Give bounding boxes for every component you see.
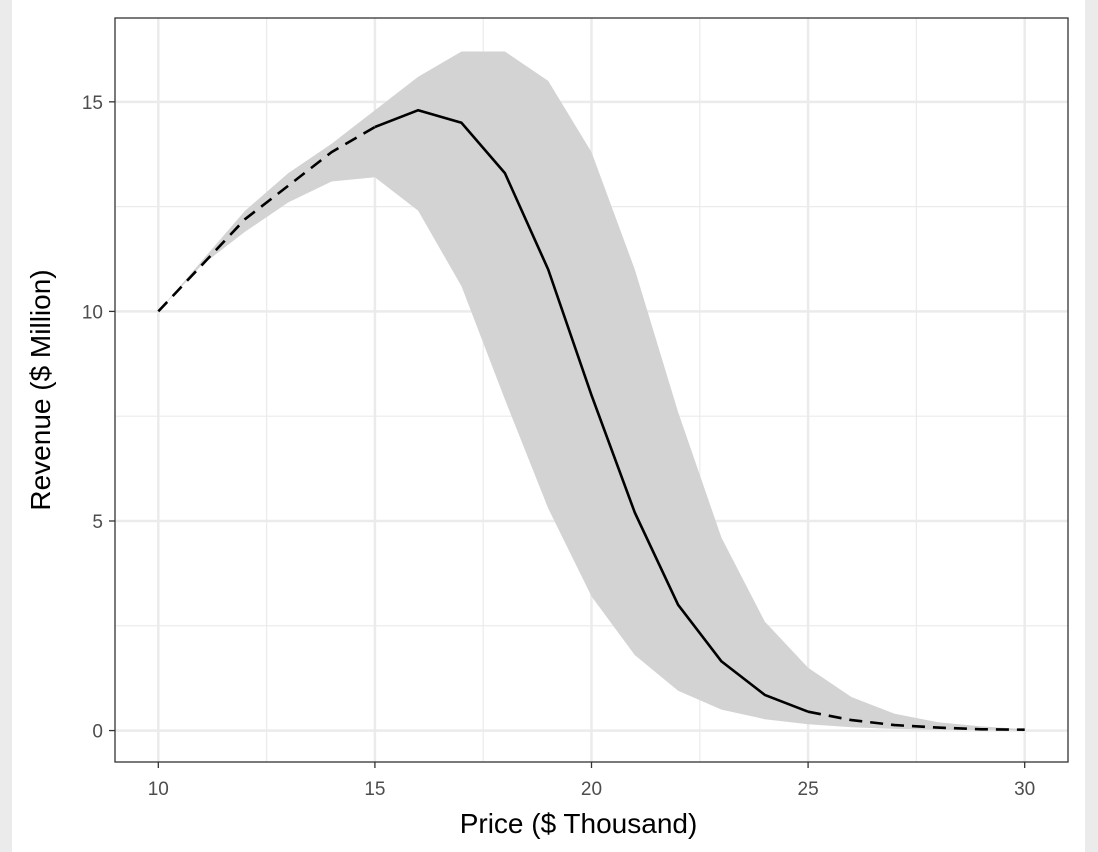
y-tick-label: 15 (82, 93, 103, 114)
confidence-band (158, 51, 1025, 731)
y-tick-label: 10 (82, 302, 103, 323)
chart-canvas: 10 15 20 25 30 0 5 10 15 Price ($ Thousand) Revenu… (12, 0, 1085, 852)
revenue-line-dashed-3 (807, 710, 1025, 731)
y-tick-label: 0 (92, 722, 103, 743)
y-tick-label: 5 (92, 512, 103, 533)
x-axis-title: Price ($ Thousand) (460, 808, 698, 839)
revenue-line-dashed-1 (157, 125, 376, 313)
x-tick-label: 20 (581, 779, 602, 800)
x-tick-label: 25 (798, 779, 819, 800)
revenue-vs-price-chart: 10 15 20 25 30 0 5 10 15 Price ($ Thousand) Revenu… (25, 17, 1069, 839)
revenue-line-solid-2 (374, 108, 809, 713)
x-tick-label: 15 (364, 779, 385, 800)
x-tick-label: 10 (148, 779, 169, 800)
y-axis-title: Revenue ($ Million) (25, 269, 56, 510)
x-tick-label: 30 (1014, 779, 1035, 800)
